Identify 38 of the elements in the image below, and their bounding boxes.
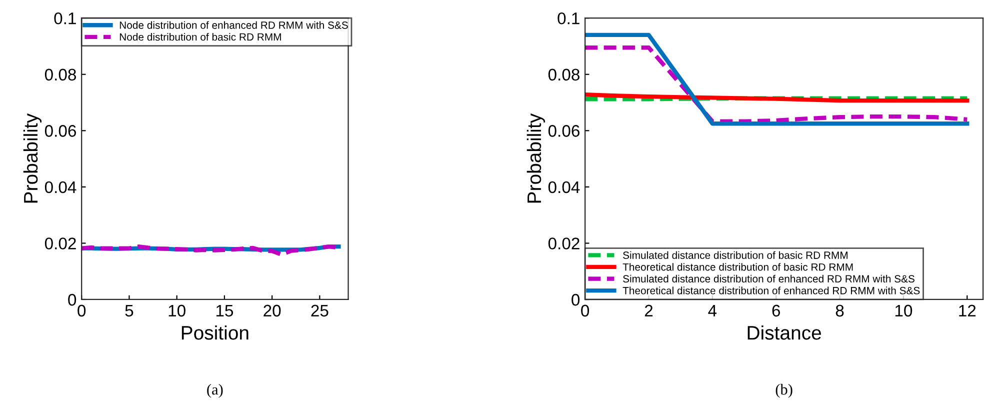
y-tick-label: 0.02 xyxy=(548,238,580,250)
y-tick-label: 0 xyxy=(68,294,76,306)
x-tick-label: 15 xyxy=(216,304,234,317)
x-tick-label: 10 xyxy=(168,304,186,317)
line-series xyxy=(585,46,970,124)
x-axis-title: Distance xyxy=(748,325,822,340)
legend-label: Simulated distance distribution of enhanced RD RMM with S&S xyxy=(623,274,914,283)
legend-label: Theoretical distance distribution of basic RD RMM xyxy=(622,263,853,271)
x-tick-label: 0 xyxy=(581,304,590,317)
x-tick-label: 5 xyxy=(125,304,134,317)
text: (b) xyxy=(776,384,792,398)
x-tick-label: 0 xyxy=(78,304,86,317)
y-axis-title: Probability xyxy=(23,113,42,203)
legend-label: Theoretical distance distribution of enhanced RD RMM with S&S xyxy=(622,286,920,294)
x-tick-label: 2 xyxy=(644,304,653,316)
y-tick-label: 0 xyxy=(572,294,580,306)
y-tick-label: 0.1 xyxy=(558,12,580,24)
y-tick-label: 0.06 xyxy=(44,125,76,137)
y-tick-label: 0.08 xyxy=(44,68,76,81)
y-tick-label: 0.08 xyxy=(548,68,580,81)
x-tick-label: 4 xyxy=(708,304,717,316)
y-tick-label: 0.02 xyxy=(44,238,76,250)
legend-label: Node distribution of enhanced RD RMM with S&S xyxy=(120,21,348,29)
y-tick-label: 0.04 xyxy=(548,181,580,194)
x-tick-label: 20 xyxy=(264,304,281,317)
x-tick-label: 10 xyxy=(895,304,912,317)
text: (a) xyxy=(207,384,223,398)
x-tick-label: 8 xyxy=(836,304,844,317)
x-axis-title: Position xyxy=(182,325,248,340)
x-tick-label: 12 xyxy=(959,304,976,316)
y-tick-label: 0.06 xyxy=(548,125,580,137)
y-tick-label: 0.04 xyxy=(44,181,76,194)
x-tick-label: 25 xyxy=(311,304,328,317)
x-tick-label: 6 xyxy=(772,304,780,317)
y-tick-label: 0.1 xyxy=(54,12,76,24)
legend-label: Node distribution of basic RD RMM xyxy=(120,33,281,41)
legend-label: Simulated distance distribution of basic RD RMM xyxy=(623,251,848,259)
y-axis-title: Probability xyxy=(526,113,545,203)
